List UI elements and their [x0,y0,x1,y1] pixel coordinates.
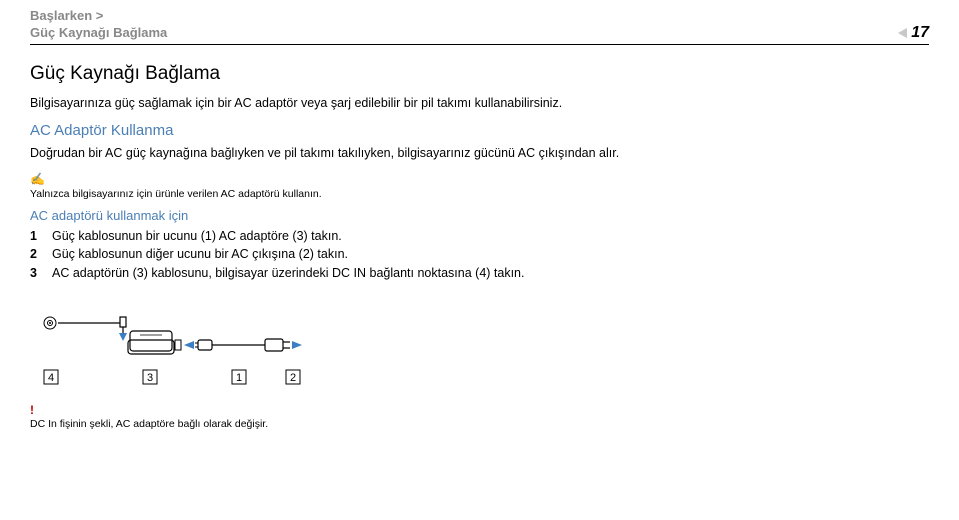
step-text: Güç kablosunun bir ucunu (1) AC adaptöre… [52,227,342,246]
page-number-wrap: 17 [898,24,929,42]
section-text: Doğrudan bir AC güç kaynağına bağlıyken … [30,145,929,162]
page-title: Güç Kaynağı Bağlama [30,63,929,85]
warning-icon: ! [30,403,34,417]
diagram-label: 1 [236,372,242,384]
warning-text: DC In fişinin şekli, AC adaptöre bağlı o… [30,418,929,430]
page-number: 17 [911,24,929,42]
connection-diagram: 4 3 1 2 [30,313,370,393]
breadcrumb-current: Güç Kaynağı Bağlama [30,25,167,42]
step-number: 1 [30,227,52,246]
section-title: AC Adaptör Kullanma [30,122,929,139]
breadcrumb: Başlarken Güç Kaynağı Bağlama [30,8,167,42]
step-row: 1 Güç kablosunun bir ucunu (1) AC adaptö… [30,227,929,246]
subsection-title: AC adaptörü kullanmak için [30,208,929,223]
page-arrow-icon [898,28,907,38]
step-row: 2 Güç kablosunun diğer ucunu bir AC çıkı… [30,245,929,264]
step-text: AC adaptörün (3) kablosunu, bilgisayar ü… [52,264,524,283]
step-number: 3 [30,264,52,283]
note-icon: ✍ [30,172,45,186]
diagram-label: 3 [147,372,153,384]
breadcrumb-top: Başlarken [30,8,167,25]
step-row: 3 AC adaptörün (3) kablosunu, bilgisayar… [30,264,929,283]
intro-text: Bilgisayarınıza güç sağlamak için bir AC… [30,95,929,112]
diagram-label: 2 [290,372,296,384]
note-block: ✍ Yalnızca bilgisayarınız için ürünle ve… [30,172,929,200]
step-number: 2 [30,245,52,264]
page-header: Başlarken Güç Kaynağı Bağlama 17 [30,8,929,45]
note-text: Yalnızca bilgisayarınız için ürünle veri… [30,188,929,200]
diagram-label: 4 [48,372,54,384]
warning-block: ! DC In fişinin şekli, AC adaptöre bağlı… [30,403,929,430]
step-text: Güç kablosunun diğer ucunu bir AC çıkışı… [52,245,348,264]
